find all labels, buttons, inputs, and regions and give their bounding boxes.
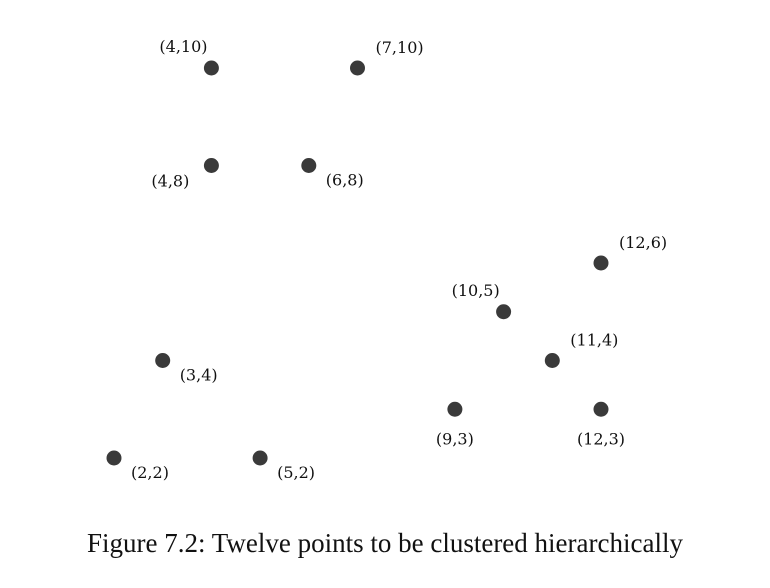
point-label: (10,5) [452,281,500,300]
figure-caption: Figure 7.2: Twelve points to be clustere… [87,528,683,558]
data-point [544,353,560,368]
data-point [301,158,317,173]
point-label: (3,4) [180,366,218,385]
data-point [155,353,171,368]
point-label: (6,8) [326,171,364,190]
point-label: (12,3) [577,429,625,448]
data-point [106,450,122,466]
point-label: (4,8) [151,172,189,191]
data-point [496,304,512,320]
point-label: (12,6) [619,233,667,252]
data-point [593,401,609,417]
point-label: (7,10) [376,38,424,57]
data-point [447,401,463,417]
data-point [203,158,219,173]
point-label: (11,4) [570,331,618,350]
scatter-plot: (4,10) (7,10) (4,8) (6,8) (12,6) (10,5) (11,4)… [106,37,667,482]
point-label: (2,2) [131,463,169,482]
data-point [252,450,268,466]
point-label: (4,10) [159,37,207,56]
data-point [203,60,219,76]
point-label: (5,2) [277,463,315,482]
data-point [350,60,365,76]
point-label: (9,3) [436,429,474,448]
data-point [593,255,609,271]
